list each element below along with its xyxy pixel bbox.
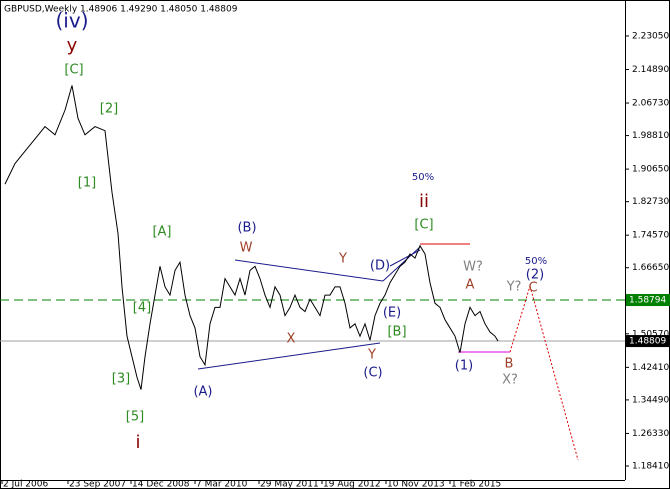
wave-label: C: [528, 281, 537, 296]
y-tick-label: 2.14890: [632, 65, 669, 75]
projection-line: [509, 285, 531, 353]
wave-label: y: [67, 35, 78, 56]
x-tick-label: 19 Aug 2012: [323, 480, 381, 489]
wave-label: 50%: [412, 172, 434, 183]
wave-label: [5]: [126, 410, 144, 425]
wave-label: [2]: [100, 102, 118, 117]
x-tick-label: 7 Mar 2010: [196, 480, 248, 489]
y-tick-label: 1.34490: [632, 395, 669, 405]
wave-label: X: [287, 332, 296, 347]
trendline: [234, 259, 384, 282]
wave-label: 50%: [525, 256, 547, 267]
x-tick-label: 29 May 2011: [260, 480, 319, 489]
wave-label: W?: [463, 260, 483, 275]
chart-title: GBPUSD,Weekly 1.48906 1.49290 1.48050 1.…: [4, 5, 238, 15]
y-tick-label: 1.42410: [632, 363, 669, 373]
wave-label: Y: [338, 252, 347, 267]
x-tick-label: 2 Jul 2006: [3, 480, 48, 489]
price-label-box: [626, 294, 670, 307]
y-tick-label: 1.18410: [632, 461, 669, 471]
wave-label: [C]: [64, 63, 83, 78]
x-tick-label: 23 Sep 2007: [69, 480, 126, 489]
y-tick-label: 1.66650: [632, 263, 669, 273]
y-tick-label: 2.06730: [632, 99, 669, 109]
wave-label: [A]: [152, 225, 171, 240]
wedge-line: [389, 249, 421, 267]
price-label: 1.48809: [629, 337, 666, 347]
wave-label: (2): [526, 268, 544, 283]
x-tick-label: 10 Nov 2013: [387, 480, 445, 489]
wave-label: (D): [370, 259, 390, 274]
price-label-box: [626, 335, 670, 348]
x-tick-label: 1 Feb 2015: [451, 480, 501, 489]
wave-label: i: [135, 432, 140, 453]
wave-label: X?: [502, 373, 518, 388]
wave-label: (A): [193, 385, 212, 400]
wave-label: A: [466, 278, 475, 293]
wave-label: Y: [367, 348, 376, 363]
x-tick-label: 14 Dec 2008: [132, 480, 190, 489]
price-label: 1.58794: [629, 296, 666, 306]
trendline: [197, 342, 381, 370]
wave-label: [1]: [78, 176, 96, 191]
y-tick-label: 1.90650: [632, 165, 669, 175]
wave-label: (E): [383, 306, 401, 321]
wave-label: W: [240, 241, 253, 256]
wave-label: B: [505, 357, 514, 372]
wave-label: ii: [419, 191, 429, 212]
y-tick-label: 2.23050: [632, 31, 669, 41]
y-tick-label: 1.82730: [632, 197, 669, 207]
wave-label: [4]: [133, 301, 151, 316]
wave-label: [B]: [387, 325, 406, 340]
wave-label: [3]: [112, 372, 130, 387]
wedge-line: [382, 246, 421, 282]
wave-label: [C]: [414, 218, 433, 233]
y-tick-label: 1.98810: [632, 131, 669, 141]
y-tick-label: 1.74570: [632, 231, 669, 241]
wave-label: Y?: [506, 280, 522, 295]
wave-label: (iv): [56, 9, 89, 33]
y-tick-label: 1.26330: [632, 429, 669, 439]
y-tick-label: 1.50570: [632, 329, 669, 339]
wave-label: (C): [363, 366, 382, 381]
wave-label: (B): [237, 221, 256, 236]
wave-label: (1): [455, 359, 473, 374]
price-line: [4, 85, 499, 390]
